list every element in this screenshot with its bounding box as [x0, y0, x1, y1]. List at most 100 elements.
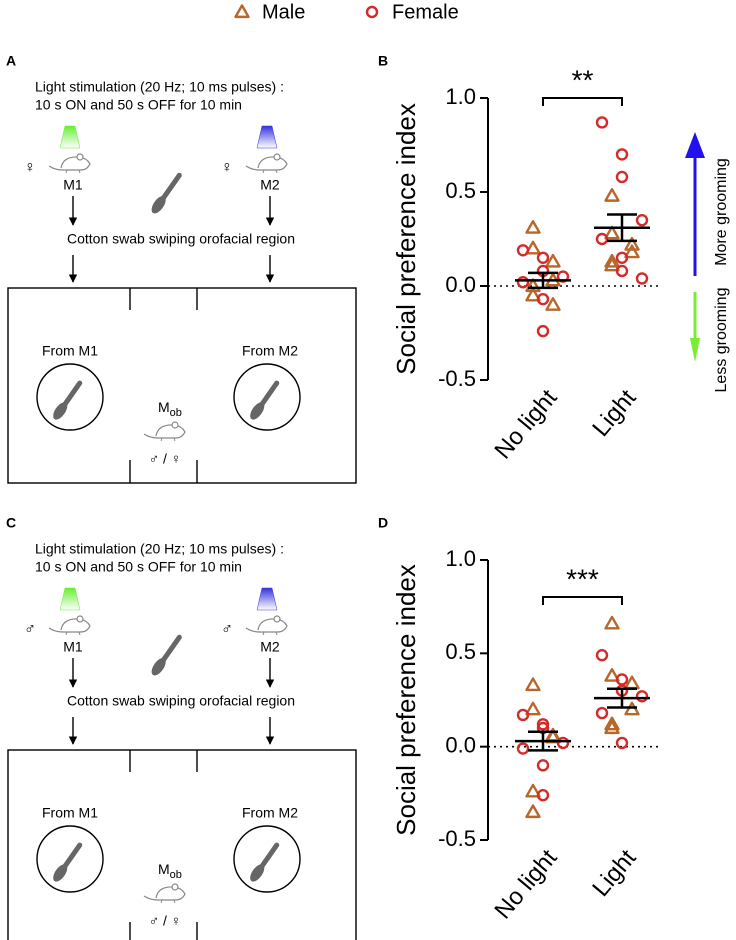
- observer-sex: ♂ / ♀: [149, 451, 182, 467]
- mouse-name: M1: [63, 177, 83, 193]
- male-point: [604, 188, 620, 202]
- male-point: [525, 804, 541, 819]
- sex-symbol: ♀: [24, 159, 36, 176]
- female-point: [536, 789, 550, 802]
- swab-dish: [36, 825, 104, 893]
- cotton-swab: [250, 380, 280, 420]
- observer-label: Mob: [158, 861, 182, 881]
- female-point: [536, 324, 550, 338]
- panel-label: C: [6, 515, 16, 531]
- male-point: [525, 220, 541, 234]
- mouse-icon: [245, 618, 288, 633]
- mouse-icon: [143, 424, 186, 439]
- light-source: [256, 125, 278, 149]
- sex-symbol: ♂: [221, 621, 233, 638]
- x-tick-label: Light: [587, 384, 641, 441]
- female-point: [516, 708, 530, 722]
- male-point: [525, 783, 541, 798]
- female-point: [615, 148, 629, 161]
- male-point: [604, 668, 620, 682]
- mouse-leg: [173, 899, 176, 904]
- male-point: [604, 716, 620, 731]
- chamber-right-label: From M2: [242, 343, 298, 359]
- male-point: [525, 240, 541, 255]
- swab-stick: [254, 380, 280, 414]
- male-point: [604, 257, 620, 272]
- observer-main: M: [158, 861, 170, 877]
- male-point: [545, 297, 561, 311]
- y-tick-label: 0.0: [445, 732, 476, 757]
- y-axis-label: Social preference index: [391, 564, 421, 836]
- swab-dish: [233, 825, 301, 893]
- mouse-leg: [275, 169, 278, 174]
- mouse-leg: [160, 437, 163, 442]
- significance-bracket: [542, 596, 623, 605]
- panel-label: D: [378, 515, 388, 531]
- female-point: [595, 706, 609, 720]
- light-source: [59, 587, 81, 611]
- female-point: [595, 232, 609, 246]
- x-tick-label: Light: [587, 844, 641, 901]
- panel-label: B: [378, 53, 388, 69]
- swab-stick: [57, 380, 83, 414]
- legend-marker: [365, 5, 379, 19]
- mouse-leg: [65, 169, 68, 174]
- male-point: [604, 225, 620, 240]
- chamber: [7, 749, 357, 940]
- female-point: [516, 244, 530, 257]
- swab-stick: [57, 842, 83, 876]
- y-tick-label: -0.5: [438, 826, 476, 851]
- y-axis-label: Social preference index: [391, 103, 421, 375]
- male-point: [525, 701, 541, 716]
- observer-sub: ob: [170, 407, 182, 419]
- mouse-leg: [275, 631, 278, 636]
- significance-label: **: [572, 64, 594, 95]
- sex-symbol: ♂: [24, 621, 36, 638]
- female-point: [635, 272, 649, 285]
- mouse-icon: [48, 618, 91, 633]
- swab-dish: [233, 363, 301, 431]
- observer-sub: ob: [170, 869, 182, 881]
- y-tick-label: 1.0: [445, 546, 476, 571]
- male-point: [525, 677, 541, 692]
- light-source: [59, 125, 81, 149]
- female-point: [556, 736, 570, 750]
- male-point: [624, 244, 640, 259]
- sex-symbol: ♀: [221, 159, 233, 176]
- significance-label: ***: [566, 563, 599, 594]
- cotton-swab: [53, 380, 83, 420]
- female-point: [615, 673, 629, 686]
- y-tick-label: -0.5: [438, 366, 476, 391]
- mouse-ear: [76, 153, 84, 161]
- cotton-swab: [151, 172, 182, 214]
- male-point: [604, 615, 620, 630]
- mouse-leg: [173, 437, 176, 442]
- mouse-ear: [273, 615, 281, 623]
- mouse-name: M2: [260, 639, 280, 655]
- observer-main: M: [158, 399, 170, 415]
- swab-dish: [36, 363, 104, 431]
- mouse-ear: [273, 153, 281, 161]
- mouse-ear: [76, 615, 84, 623]
- stimulation-text: Light stimulation (20 Hz; 10 ms pulses) …: [35, 541, 284, 557]
- female-point: [536, 718, 550, 731]
- swab-stick: [254, 842, 280, 876]
- mouse-ear: [171, 883, 179, 891]
- mouse-leg: [65, 631, 68, 636]
- mouse-leg: [78, 631, 81, 636]
- cotton-swab: [250, 842, 280, 882]
- female-point: [615, 170, 629, 184]
- swab-stick: [156, 172, 182, 208]
- female-point: [595, 116, 609, 129]
- grooming-arrow-head: [690, 338, 700, 362]
- female-point: [615, 736, 629, 750]
- y-tick-label: 1.0: [445, 84, 476, 109]
- swab-text: Cotton swab swiping orofacial region: [67, 231, 295, 247]
- female-point: [536, 292, 550, 306]
- diagram-panel: C Light stimulation (20 Hz; 10 ms pulses)…: [6, 515, 357, 940]
- mouse-ear: [171, 421, 179, 429]
- y-tick-label: 0.5: [445, 178, 476, 203]
- panel-label: A: [6, 53, 16, 69]
- male-point: [604, 253, 620, 268]
